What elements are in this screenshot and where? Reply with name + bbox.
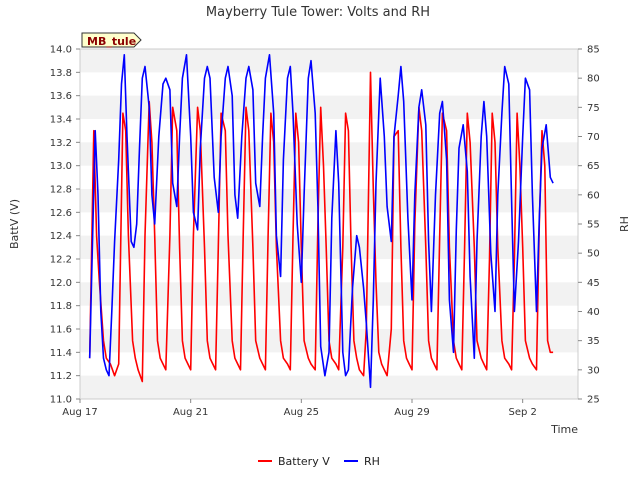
- left-tick-label: 11.6: [50, 325, 72, 336]
- left-tick-label: 12.8: [50, 185, 72, 196]
- x-tick-label: Aug 29: [394, 407, 429, 418]
- legend: Battery V RH: [258, 455, 380, 468]
- station-badge-box: [81, 32, 142, 48]
- left-tick-label: 13.2: [50, 138, 72, 149]
- left-tick-label: 12.0: [50, 278, 72, 289]
- rh-series-line: [88, 53, 554, 389]
- grid-band: [80, 142, 578, 166]
- left-tick-label: 12.2: [50, 255, 72, 266]
- left-tick-label: 13.6: [50, 91, 72, 102]
- chart-title: Mayberry Tule Tower: Volts and RH: [206, 5, 430, 20]
- right-tick-label: 30: [587, 365, 600, 376]
- x-axis-label: Time: [550, 423, 578, 436]
- right-tick-label: 40: [587, 307, 600, 318]
- grid-band: [80, 49, 578, 73]
- battery-v-series-line: [88, 71, 554, 383]
- grid-band: [80, 189, 578, 213]
- right-tick-label: 85: [587, 45, 600, 56]
- x-axis-ticks: Aug 17 Aug 21 Aug 25 Aug 29 Sep 2: [62, 399, 537, 418]
- left-tick-label: 13.8: [50, 68, 72, 79]
- left-axis-ticks: 11.0 11.2 11.4 11.6 11.8 12.0 12.2 12.4 12.6 12.8…: [50, 45, 80, 406]
- right-tick-label: 80: [587, 74, 600, 85]
- right-tick-label: 75: [587, 103, 600, 114]
- right-tick-label: 70: [587, 132, 600, 143]
- right-tick-label: 35: [587, 336, 600, 347]
- right-tick-label: 45: [587, 278, 600, 289]
- x-tick-label: Aug 25: [284, 407, 319, 418]
- station-badge: MB_tule: [81, 32, 142, 48]
- right-tick-label: 50: [587, 249, 600, 260]
- left-tick-label: 12.4: [50, 231, 72, 242]
- x-tick-label: Aug 21: [173, 407, 208, 418]
- left-tick-label: 14.0: [50, 45, 72, 56]
- right-axis-ticks: 25 30 35 40 45 50 55 60 65 70 75 80 85: [578, 45, 600, 406]
- left-tick-label: 13.0: [50, 161, 72, 172]
- legend-rh-label: RH: [364, 455, 380, 468]
- left-tick-label: 13.4: [50, 115, 72, 126]
- station-badge-label: MB_tule: [87, 35, 136, 48]
- left-tick-label: 12.6: [50, 208, 72, 219]
- legend-battery-label: Battery V: [278, 455, 330, 468]
- left-tick-label: 11.4: [50, 348, 72, 359]
- right-tick-label: 60: [587, 190, 600, 201]
- grid-band: [80, 282, 578, 306]
- grid-band: [80, 95, 578, 119]
- series-layer: [88, 53, 554, 389]
- y-axis-left-label: BattV (V): [8, 199, 21, 249]
- y-axis-right-label: RH: [618, 216, 631, 232]
- left-tick-label: 11.2: [50, 371, 72, 382]
- left-tick-label: 11.8: [50, 301, 72, 312]
- right-tick-label: 25: [587, 395, 600, 406]
- x-tick-label: Sep 2: [508, 407, 536, 418]
- grid-band: [80, 375, 578, 399]
- right-tick-label: 65: [587, 161, 600, 172]
- left-tick-label: 11.0: [50, 395, 72, 406]
- right-tick-label: 55: [587, 220, 600, 231]
- x-tick-label: Aug 17: [62, 407, 97, 418]
